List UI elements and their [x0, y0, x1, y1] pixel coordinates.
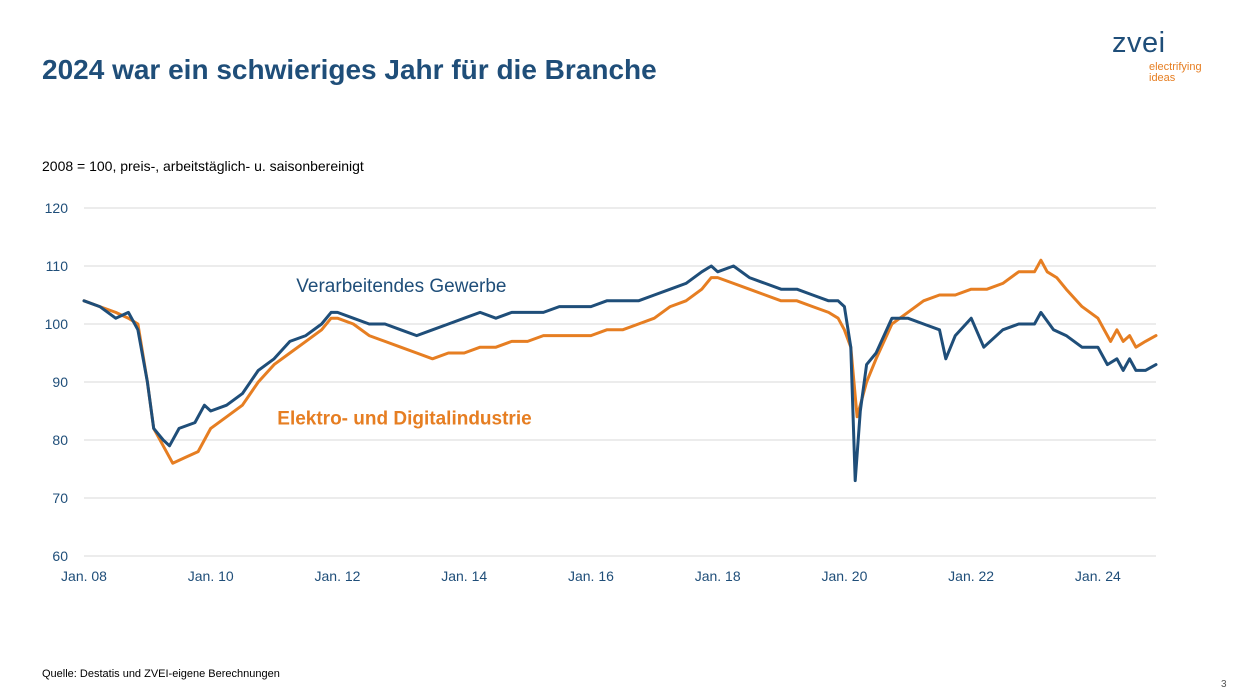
y-tick-label-70: 70 — [52, 490, 68, 506]
x-tick-label-5: Jan. 18 — [695, 568, 741, 584]
series-label-verarbeitendes-gewerbe: Verarbeitendes Gewerbe — [296, 276, 506, 297]
series-line-verarbeitendes-gewerbe — [82, 264, 1158, 483]
x-tick-label-1: Jan. 10 — [188, 568, 234, 584]
x-tick-label-3: Jan. 14 — [441, 568, 487, 584]
logo-tagline: electrifying ideas — [1149, 62, 1229, 84]
logo-wordmark: zvei — [1112, 27, 1166, 59]
series-line-elektro-digitalindustrie — [82, 258, 1158, 465]
source-note: Quelle: Destatis und ZVEI-eigene Berechn… — [42, 668, 280, 680]
x-tick-label-7: Jan. 22 — [948, 568, 994, 584]
line-chart: 60 70 80 90 100 110 120 Jan. 08 Jan. 10 Jan. 12 Ja… — [45, 200, 1158, 584]
chart-subtitle: 2008 = 100, preis-, arbeitstäglich- u. s… — [42, 158, 364, 174]
series-label-elektro-digitalindustrie: Elektro- und Digitalindustrie — [277, 408, 531, 429]
logo-tagline-line-2: ideas — [1149, 72, 1176, 84]
y-tick-label-80: 80 — [52, 432, 68, 448]
y-tick-label-60: 60 — [52, 548, 68, 564]
x-tick-label-0: Jan. 08 — [61, 568, 107, 584]
page-number: 3 — [1221, 679, 1227, 690]
x-tick-label-8: Jan. 24 — [1075, 568, 1121, 584]
zvei-logo: zvei electrifying ideas — [1112, 27, 1202, 84]
logo-tagline-line-1: electrifying — [1149, 61, 1202, 73]
y-tick-label-90: 90 — [52, 374, 68, 390]
y-tick-label-120: 120 — [45, 200, 69, 216]
x-tick-label-2: Jan. 12 — [315, 568, 361, 584]
slide-title: 2024 war ein schwieriges Jahr für die Br… — [42, 54, 657, 85]
x-tick-label-6: Jan. 20 — [821, 568, 867, 584]
y-tick-label-100: 100 — [45, 316, 69, 332]
y-tick-label-110: 110 — [46, 258, 69, 274]
x-tick-label-4: Jan. 16 — [568, 568, 614, 584]
